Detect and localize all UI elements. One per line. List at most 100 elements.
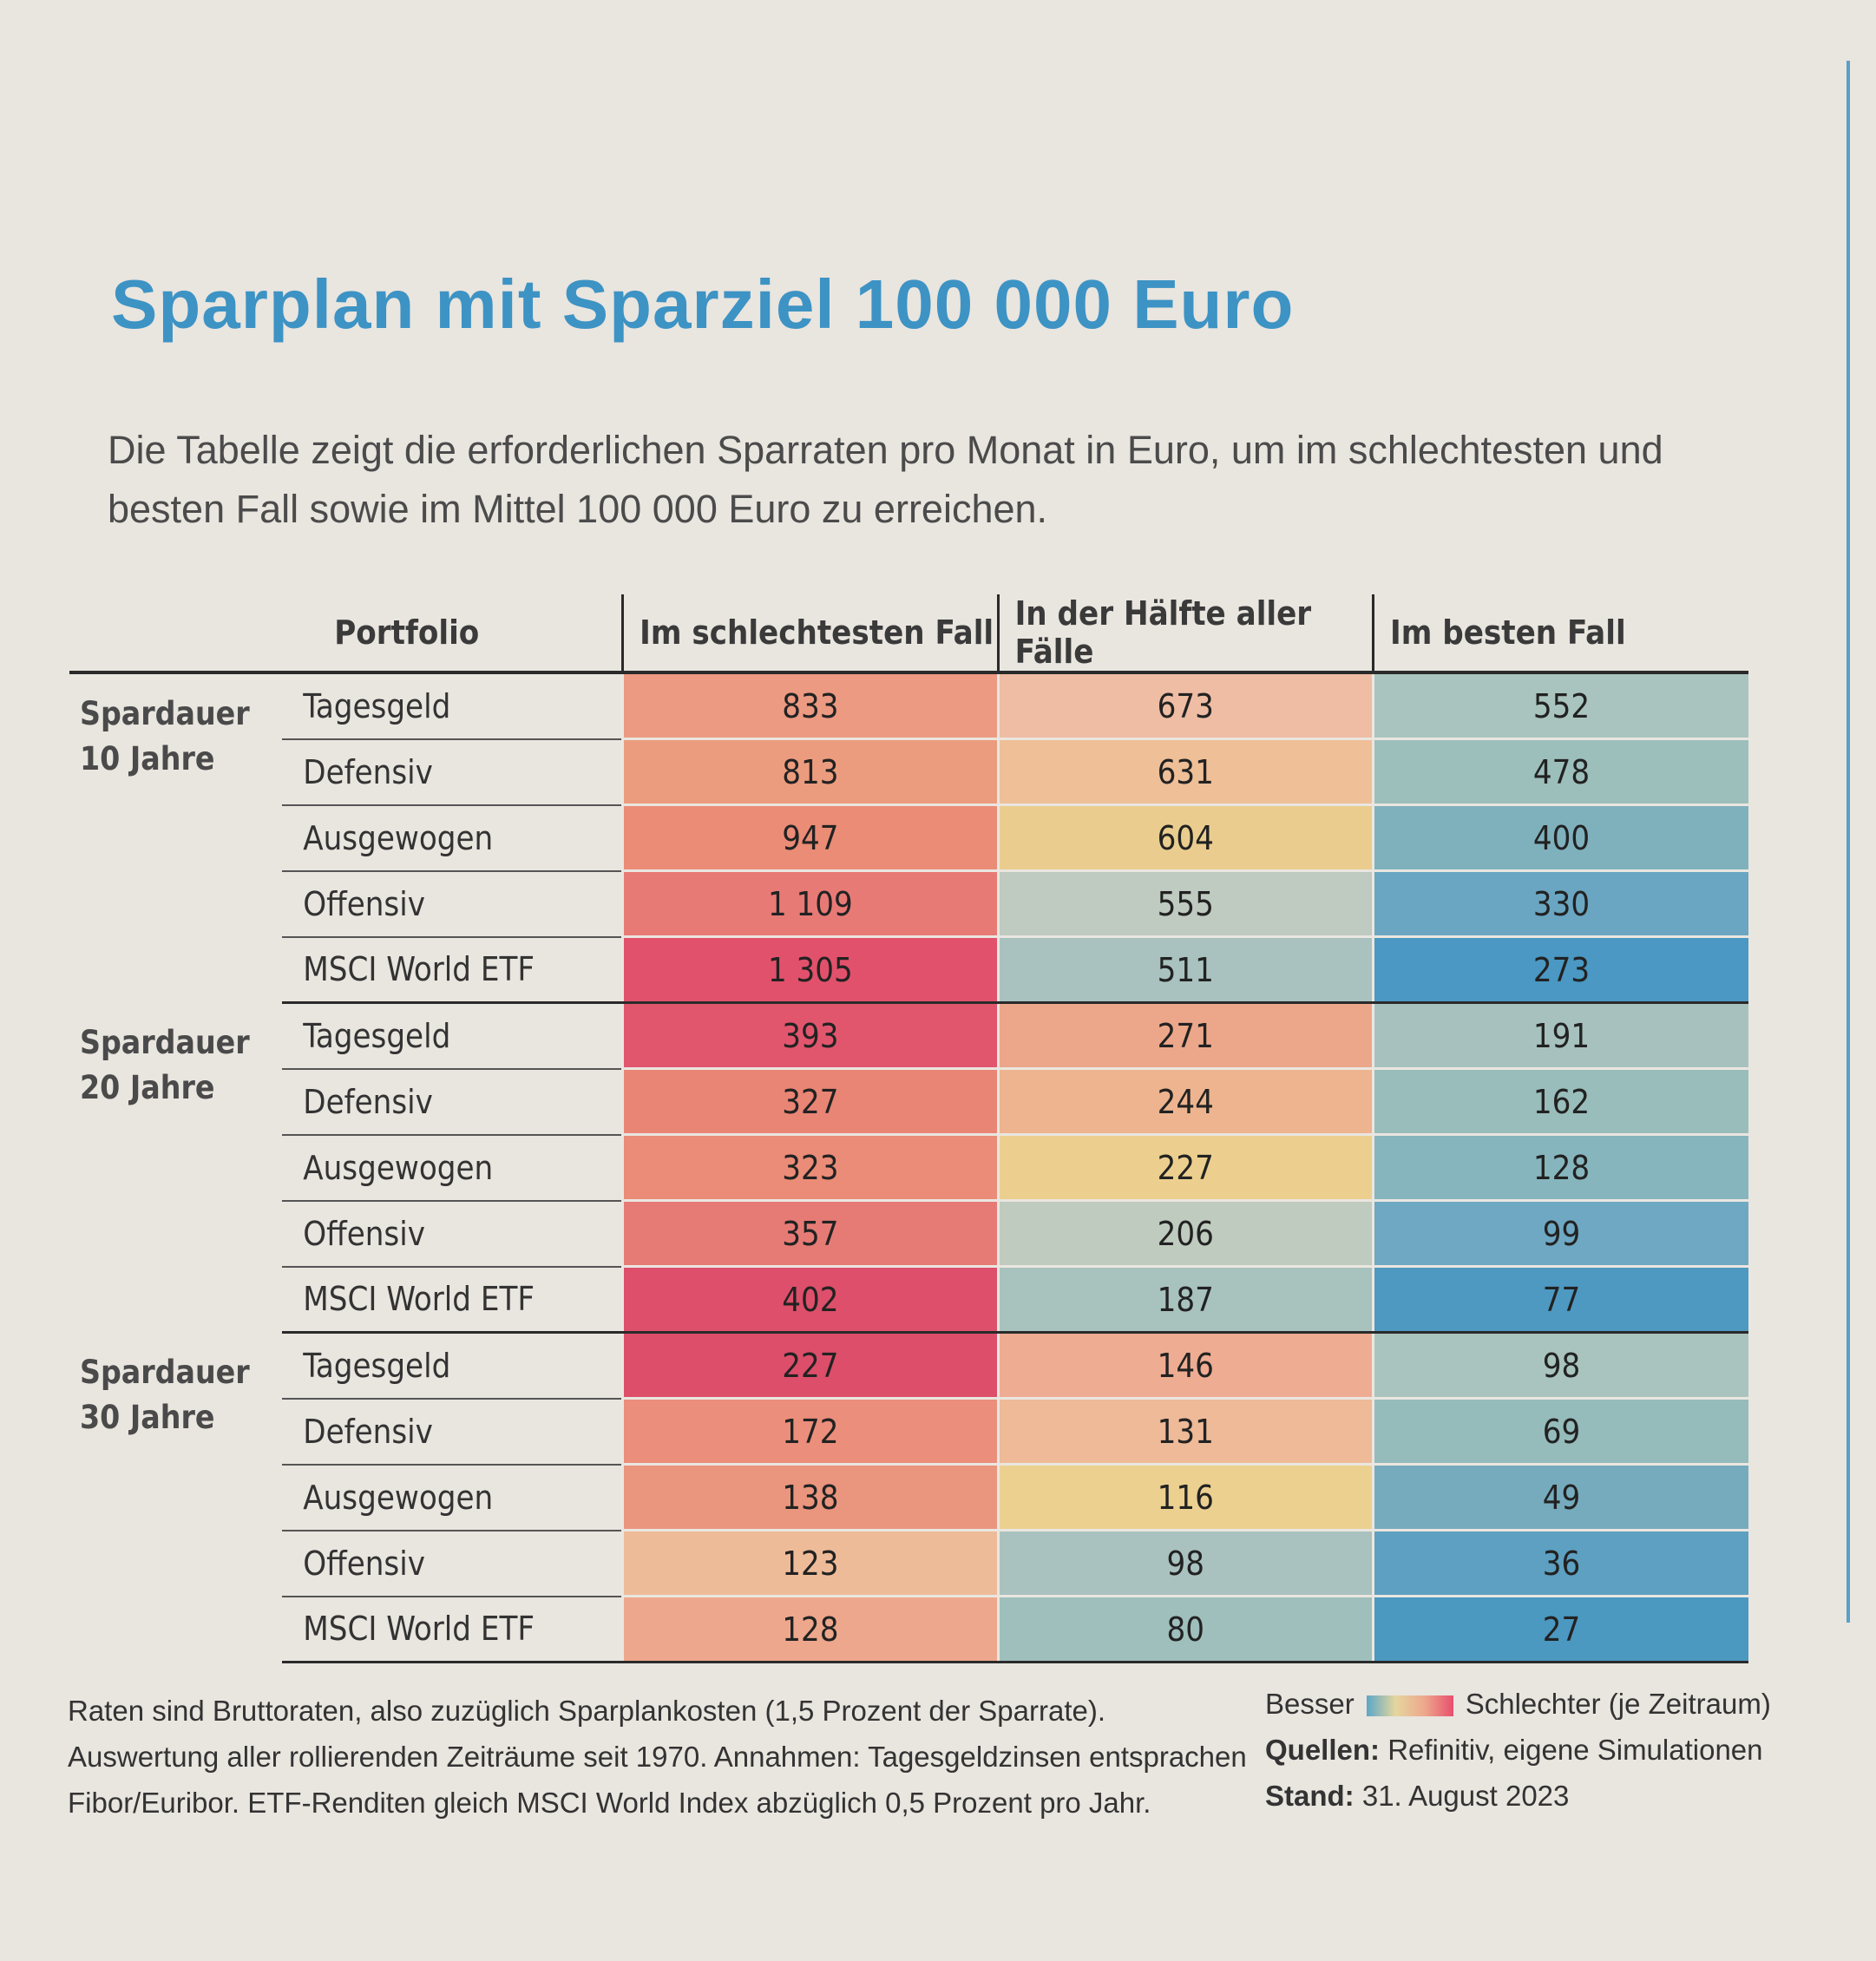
table-row: Offensiv 1 109 555 330	[69, 870, 1748, 938]
group-label-line2: 30 Jahre	[80, 1398, 215, 1436]
best-case-value-cell: 191	[1372, 1002, 1748, 1070]
portfolio-cell: Defensiv	[282, 1068, 623, 1136]
table-row: MSCI World ETF 1 305 511 273	[69, 936, 1748, 1004]
median-case-value-cell: 511	[996, 936, 1374, 1004]
best-case-value-cell: 552	[1372, 672, 1748, 740]
best-case-value-cell: 36	[1372, 1530, 1748, 1597]
worst-case-value-cell: 123	[621, 1530, 999, 1597]
portfolio-cell: Ausgewogen	[282, 1464, 623, 1531]
page-edge-rule	[1846, 61, 1850, 1623]
table-body: Spardauer 10 Jahre Tagesgeld 833 673 552 Defen…	[69, 672, 1748, 1663]
color-legend: Besser Schlechter (je Zeitraum)	[1265, 1681, 1803, 1727]
worst-case-value-cell: 357	[621, 1200, 999, 1268]
median-case-value-cell: 271	[996, 1002, 1374, 1070]
table-row: Offensiv 357 206 99	[69, 1200, 1748, 1268]
portfolio-cell: Defensiv	[282, 1398, 623, 1466]
group-label-cell: Spardauer 20 Jahre	[69, 1003, 282, 1333]
worst-case-value-cell: 323	[621, 1134, 999, 1202]
table-row: Spardauer 10 Jahre Tagesgeld 833 673 552	[69, 672, 1748, 777]
footnote-line-1: Raten sind Bruttoraten, also zuzüglich S…	[68, 1695, 1105, 1727]
table-row: MSCI World ETF 128 80 27	[69, 1596, 1748, 1663]
best-case-value-cell: 69	[1372, 1398, 1748, 1466]
worst-case-value-cell: 833	[621, 672, 999, 740]
portfolio-cell: MSCI World ETF	[282, 1266, 623, 1334]
table-row: Defensiv 327 244 162	[69, 1068, 1748, 1136]
median-case-value-cell: 555	[996, 870, 1374, 938]
table-row: Ausgewogen 947 604 400	[69, 804, 1748, 872]
worst-case-value-cell: 172	[621, 1398, 999, 1466]
median-case-value-cell: 80	[996, 1596, 1374, 1663]
worst-case-value-cell: 402	[621, 1266, 999, 1334]
date-value: 31. August 2023	[1361, 1780, 1570, 1812]
worst-case-value-cell: 393	[621, 1002, 999, 1070]
group-label-line2: 20 Jahre	[80, 1068, 215, 1106]
date-line: Stand: 31. August 2023	[1265, 1773, 1803, 1819]
portfolio-cell: Offensiv	[282, 870, 623, 938]
worst-case-value-cell: 1 305	[621, 936, 999, 1004]
portfolio-cell: Ausgewogen	[282, 1134, 623, 1202]
sources-line: Quellen: Refinitiv, eigene Simulationen	[1265, 1727, 1803, 1773]
worst-case-value-cell: 138	[621, 1464, 999, 1531]
page-subtitle: Die Tabelle zeigt die erforderlichen Spa…	[108, 428, 1663, 531]
worst-case-value-cell: 128	[621, 1596, 999, 1663]
header-median-case: In der Hälfte aller Fälle	[996, 594, 1374, 674]
sources-value: Refinitiv, eigene Simulationen	[1387, 1734, 1763, 1766]
best-case-value-cell: 49	[1372, 1464, 1748, 1531]
legend-worse-label: Schlechter (je Zeitraum)	[1465, 1688, 1771, 1720]
median-case-value-cell: 604	[996, 804, 1374, 872]
portfolio-cell: Tagesgeld	[282, 672, 623, 740]
portfolio-cell: Defensiv	[282, 738, 623, 806]
best-case-value-cell: 400	[1372, 804, 1748, 872]
best-case-value-cell: 162	[1372, 1068, 1748, 1136]
table-row: Defensiv 813 631 478	[69, 738, 1748, 806]
median-case-value-cell: 206	[996, 1200, 1374, 1268]
median-case-value-cell: 116	[996, 1464, 1374, 1531]
header-portfolio: Portfolio	[282, 594, 623, 674]
worst-case-value-cell: 1 109	[621, 870, 999, 938]
savings-table-container: Portfolio Im schlechtesten Fall In der H…	[69, 594, 1748, 1663]
best-case-value-cell: 128	[1372, 1134, 1748, 1202]
table-row: Offensiv 123 98 36	[69, 1530, 1748, 1597]
portfolio-cell: Ausgewogen	[282, 804, 623, 872]
portfolio-cell: Offensiv	[282, 1530, 623, 1597]
table-row: MSCI World ETF 402 187 77	[69, 1266, 1748, 1334]
group-label-cell: Spardauer 30 Jahre	[69, 1333, 282, 1663]
median-case-value-cell: 244	[996, 1068, 1374, 1136]
table-row: Ausgewogen 138 116 49	[69, 1464, 1748, 1531]
header-best-case: Im besten Fall	[1372, 594, 1748, 674]
best-case-value-cell: 27	[1372, 1596, 1748, 1663]
best-case-value-cell: 330	[1372, 870, 1748, 938]
savings-table: Portfolio Im schlechtesten Fall In der H…	[69, 594, 1748, 1663]
best-case-value-cell: 98	[1372, 1332, 1748, 1400]
legend-and-sources: Besser Schlechter (je Zeitraum) Quellen: …	[1265, 1681, 1803, 1819]
worst-case-value-cell: 227	[621, 1332, 999, 1400]
table-row: Defensiv 172 131 69	[69, 1398, 1748, 1466]
group-label-line1: Spardauer	[80, 695, 250, 732]
legend-better-label: Besser	[1265, 1688, 1355, 1720]
best-case-value-cell: 273	[1372, 936, 1748, 1004]
group-label-line1: Spardauer	[80, 1023, 250, 1061]
table-header-row: Portfolio Im schlechtesten Fall In der H…	[69, 594, 1748, 674]
median-case-value-cell: 131	[996, 1398, 1374, 1466]
date-label: Stand:	[1265, 1780, 1355, 1812]
table-row: Spardauer 20 Jahre Tagesgeld 393 271 191	[69, 1002, 1748, 1106]
median-case-value-cell: 673	[996, 672, 1374, 740]
median-case-value-cell: 146	[996, 1332, 1374, 1400]
footnote: Raten sind Bruttoraten, also zuzüglich S…	[68, 1688, 1265, 1826]
group-label-line2: 10 Jahre	[80, 740, 215, 777]
sources-label: Quellen:	[1265, 1734, 1381, 1766]
page-title: Sparplan mit Sparziel 100 000 Euro	[111, 266, 1295, 343]
portfolio-cell: MSCI World ETF	[282, 1596, 623, 1663]
best-case-value-cell: 478	[1372, 738, 1748, 806]
table-row: Ausgewogen 323 227 128	[69, 1134, 1748, 1202]
header-worst-case: Im schlechtesten Fall	[621, 594, 999, 674]
median-case-value-cell: 187	[996, 1266, 1374, 1334]
best-case-value-cell: 99	[1372, 1200, 1748, 1268]
median-case-value-cell: 98	[996, 1530, 1374, 1597]
portfolio-cell: MSCI World ETF	[282, 936, 623, 1004]
footnote-line-2: Auswertung aller rollierenden Zeiträume …	[68, 1741, 1247, 1773]
portfolio-cell: Offensiv	[282, 1200, 623, 1268]
median-case-value-cell: 227	[996, 1134, 1374, 1202]
best-case-value-cell: 77	[1372, 1266, 1748, 1334]
worst-case-value-cell: 327	[621, 1068, 999, 1136]
